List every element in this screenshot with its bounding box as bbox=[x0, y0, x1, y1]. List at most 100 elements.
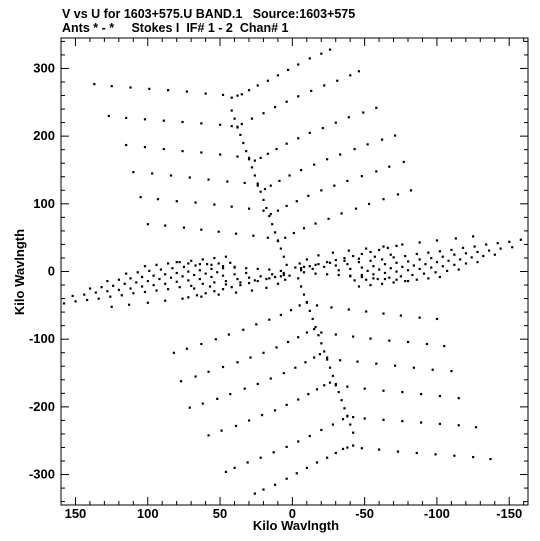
data-point bbox=[314, 263, 317, 266]
data-point bbox=[352, 444, 355, 447]
data-point bbox=[208, 285, 212, 288]
data-point bbox=[221, 93, 225, 97]
data-point bbox=[201, 258, 204, 261]
data-point bbox=[326, 261, 329, 264]
data-point bbox=[285, 142, 288, 145]
data-point bbox=[434, 271, 437, 274]
data-point bbox=[129, 287, 132, 290]
data-point bbox=[240, 122, 243, 126]
data-point bbox=[245, 271, 248, 275]
data-point bbox=[139, 196, 142, 199]
data-point bbox=[328, 261, 332, 264]
data-point bbox=[226, 180, 229, 183]
data-point bbox=[474, 426, 478, 429]
data-point bbox=[326, 358, 329, 361]
data-point bbox=[129, 277, 132, 280]
data-point bbox=[262, 351, 265, 354]
data-point bbox=[185, 90, 188, 93]
data-point bbox=[323, 84, 326, 87]
data-point bbox=[112, 284, 115, 287]
data-point bbox=[418, 316, 421, 319]
data-point bbox=[340, 399, 343, 402]
data-point bbox=[399, 314, 402, 317]
data-point bbox=[399, 275, 402, 278]
data-point bbox=[308, 265, 311, 268]
data-point bbox=[243, 387, 246, 390]
data-point bbox=[268, 268, 271, 271]
data-point bbox=[315, 388, 319, 391]
data-point bbox=[217, 262, 220, 265]
data-point bbox=[382, 389, 385, 392]
data-point bbox=[307, 393, 310, 396]
data-point bbox=[198, 277, 201, 281]
data-point bbox=[453, 263, 456, 266]
data-point bbox=[380, 138, 384, 141]
data-point bbox=[308, 131, 311, 134]
data-point bbox=[360, 447, 363, 450]
data-point bbox=[109, 295, 112, 298]
data-point bbox=[320, 342, 323, 345]
data-point bbox=[346, 385, 349, 388]
data-point bbox=[285, 477, 288, 480]
data-point bbox=[187, 279, 190, 282]
data-point bbox=[146, 223, 149, 226]
data-point bbox=[106, 290, 109, 293]
data-point bbox=[125, 116, 128, 120]
data-point bbox=[200, 151, 203, 154]
data-point bbox=[230, 124, 233, 128]
data-point bbox=[328, 366, 332, 369]
data-point bbox=[259, 456, 262, 459]
data-point bbox=[256, 84, 259, 87]
data-point bbox=[156, 198, 160, 201]
data-point bbox=[378, 448, 381, 451]
data-point bbox=[382, 418, 385, 421]
data-point bbox=[214, 338, 217, 341]
data-point bbox=[305, 301, 308, 304]
data-point bbox=[230, 286, 233, 289]
data-point bbox=[487, 249, 491, 252]
data-point bbox=[412, 366, 415, 369]
data-point bbox=[334, 384, 337, 387]
data-point bbox=[435, 317, 439, 321]
data-point bbox=[375, 362, 378, 365]
data-point bbox=[234, 232, 238, 235]
data-point bbox=[412, 264, 415, 267]
data-point bbox=[418, 258, 421, 261]
data-point bbox=[302, 293, 306, 296]
data-point bbox=[190, 284, 193, 287]
data-point bbox=[271, 273, 274, 276]
data-point bbox=[434, 453, 437, 456]
data-point bbox=[200, 122, 203, 125]
data-point bbox=[297, 63, 300, 66]
data-point bbox=[427, 251, 430, 254]
data-point bbox=[181, 275, 184, 278]
data-point bbox=[107, 114, 110, 118]
data-point bbox=[427, 277, 430, 280]
data-point bbox=[300, 269, 303, 272]
data-point bbox=[366, 143, 369, 146]
data-point bbox=[311, 317, 314, 321]
data-point bbox=[369, 284, 372, 287]
data-point bbox=[382, 245, 385, 248]
data-point bbox=[401, 420, 404, 423]
data-point bbox=[298, 262, 301, 265]
data-point bbox=[187, 270, 190, 273]
data-point bbox=[219, 123, 222, 126]
data-point bbox=[275, 147, 278, 151]
data-point bbox=[294, 266, 297, 269]
data-point bbox=[508, 240, 511, 243]
data-point bbox=[476, 261, 479, 264]
data-point bbox=[247, 276, 251, 279]
data-point bbox=[259, 275, 262, 278]
data-point bbox=[247, 89, 251, 92]
data-point bbox=[313, 328, 316, 331]
data-point bbox=[333, 184, 336, 187]
y-axis-label: Kilo Wavlngth bbox=[12, 229, 27, 315]
data-point bbox=[97, 297, 100, 300]
data-point bbox=[420, 393, 423, 396]
data-point bbox=[499, 247, 502, 250]
data-point bbox=[194, 375, 197, 378]
data-point bbox=[175, 261, 178, 264]
data-point bbox=[253, 279, 256, 282]
data-point bbox=[346, 446, 349, 449]
